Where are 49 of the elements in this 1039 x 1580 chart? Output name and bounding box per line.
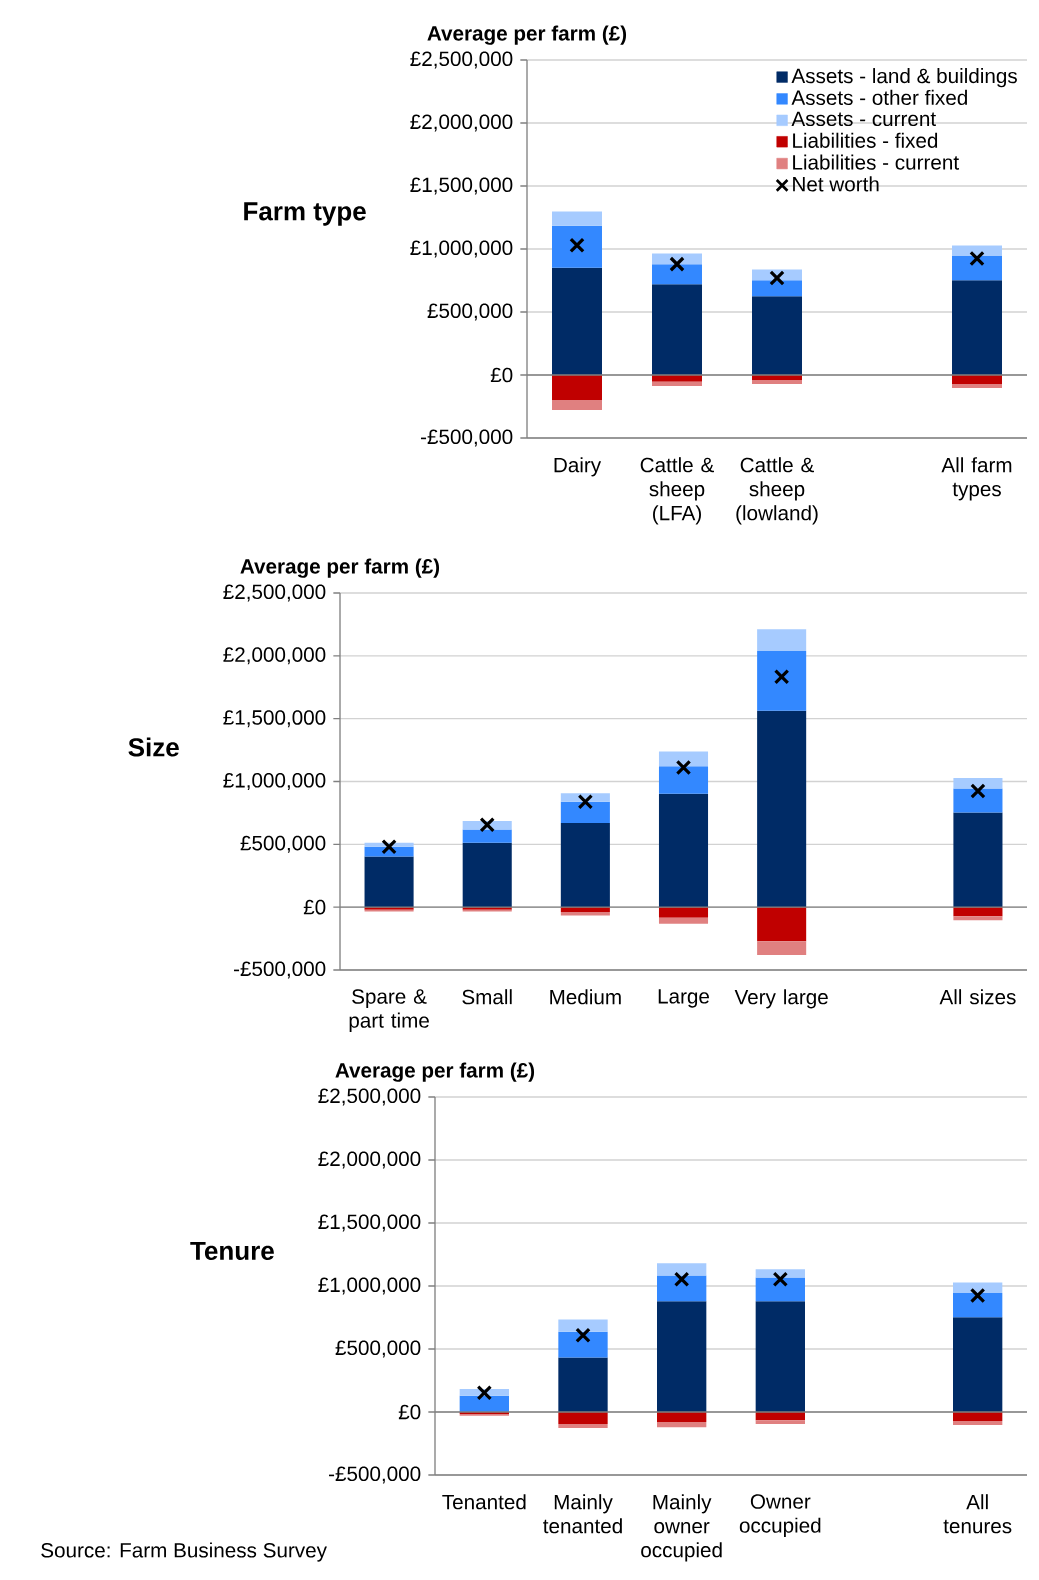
- x-tick-label: Dairy: [554, 457, 602, 477]
- y-tick-label: £2,500,000: [318, 1088, 421, 1106]
- source-note: Source: Farm Business Survey: [41, 1542, 327, 1562]
- y-tick-label: £2,500,000: [223, 584, 326, 602]
- text: Farm type: [244, 202, 366, 226]
- y-tick-label: £2,000,000: [410, 114, 513, 132]
- y-tick-label: £500,000: [335, 1340, 421, 1358]
- x-tick-label: Cattle & sheep (LFA): [640, 457, 715, 525]
- x-tick-label: Very large: [734, 989, 828, 1009]
- y-tick-label: £1,500,000: [410, 177, 513, 195]
- x-tick-label: Medium: [550, 989, 621, 1005]
- y-tick-label: -£500,000: [234, 961, 326, 979]
- legend-label: Assets - other fixed: [791, 89, 967, 106]
- x-tick-label: Mainly tenanted: [543, 1494, 622, 1534]
- legend-label: Liabilities - current: [793, 154, 959, 170]
- legend-label: Assets - land & buildings: [791, 68, 1017, 88]
- x-tick-label: Tenanted: [442, 1494, 526, 1510]
- y-tick-label: £2,000,000: [318, 1151, 421, 1169]
- x-tick-label: Cattle & sheep (lowland): [736, 457, 818, 525]
- y-tick-label: £1,500,000: [223, 710, 326, 728]
- x-tick-label: All tenures: [943, 1494, 1012, 1534]
- x-tick-label: All sizes: [939, 989, 1016, 1005]
- legend-label: Assets - current: [791, 111, 936, 127]
- y-tick-label: £0: [303, 899, 326, 915]
- y-axis-title: Average per farm (£): [335, 1062, 535, 1082]
- legend-label: Net worth: [793, 176, 879, 192]
- y-tick-label: £2,500,000: [410, 51, 513, 69]
- x-tick-label: Mainly owner occupied: [641, 1494, 722, 1562]
- y-tick-label: £500,000: [240, 835, 326, 853]
- y-tick-label: -£500,000: [421, 429, 513, 447]
- y-tick-label: £500,000: [427, 303, 513, 321]
- text: Size: [128, 737, 179, 757]
- y-axis-title: Average per farm (£): [240, 558, 440, 578]
- x-tick-label: All farm types: [941, 457, 1012, 501]
- x-tick-label: Large: [658, 989, 710, 1008]
- legend-label: Liabilities - fixed: [793, 132, 938, 148]
- y-tick-label: £1,500,000: [318, 1214, 421, 1232]
- y-tick-label: £1,000,000: [223, 772, 326, 791]
- y-tick-label: £2,000,000: [223, 647, 326, 665]
- x-tick-label: Small: [462, 989, 512, 1005]
- text: Tenure: [190, 1241, 274, 1261]
- y-tick-label: £0: [398, 1404, 421, 1420]
- x-tick-label: Owner occupied: [739, 1494, 821, 1537]
- y-tick-label: £0: [490, 367, 513, 383]
- y-tick-label: -£500,000: [329, 1466, 421, 1484]
- y-axis-title: Average per farm (£): [427, 25, 627, 45]
- y-tick-label: £1,000,000: [410, 240, 513, 258]
- x-tick-label: Spare & part time: [349, 989, 429, 1032]
- y-tick-label: £1,000,000: [318, 1277, 421, 1295]
